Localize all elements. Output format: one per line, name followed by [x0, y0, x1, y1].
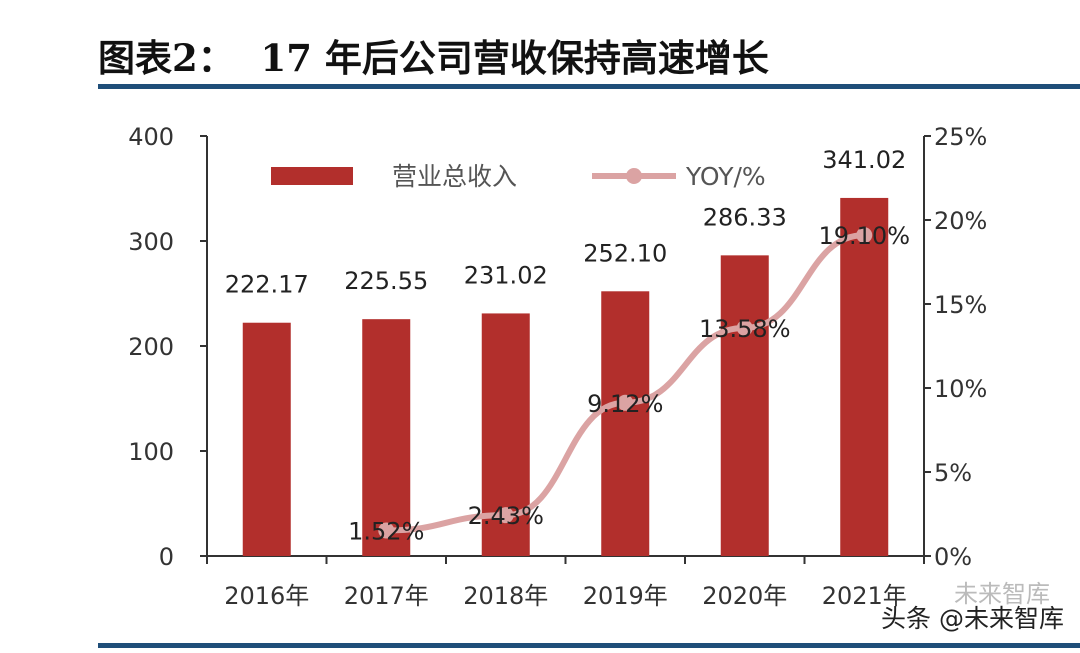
- bar-value-label: 222.17: [225, 271, 309, 299]
- legend-line-label: YOY/%: [685, 162, 766, 191]
- left-tick-label: 300: [128, 228, 174, 256]
- revenue-bar: [720, 255, 769, 556]
- left-tick-label: 400: [128, 123, 174, 151]
- x-tick-label: 2020年: [702, 582, 787, 610]
- yoy-value-label: 19.10%: [818, 222, 910, 250]
- revenue-bar: [362, 319, 411, 556]
- bar-value-label: 225.55: [344, 267, 428, 295]
- figure-title: 图表2： 17 年后公司营收保持高速增长: [98, 36, 769, 80]
- x-tick-label: 2021年: [822, 582, 907, 610]
- left-tick-label: 200: [128, 333, 174, 361]
- bar-series: [242, 197, 889, 556]
- watermark-brand: 未来智库: [954, 580, 1050, 608]
- right-tick-label: 0%: [934, 543, 972, 571]
- right-tick-label: 25%: [934, 123, 987, 151]
- yoy-value-label: 13.58%: [699, 315, 791, 343]
- bar-value-label: 341.02: [822, 146, 906, 174]
- bottom-rule: [98, 643, 1080, 648]
- yoy-value-label: 1.52%: [348, 517, 424, 545]
- watermark: 头条 @未来智库: [881, 604, 1064, 633]
- legend-bar-swatch: [271, 167, 353, 185]
- revenue-bar: [840, 197, 889, 556]
- yoy-marker: [497, 507, 514, 524]
- title-rule: [98, 84, 1080, 89]
- right-tick-label: 20%: [934, 207, 987, 235]
- data-labels: 222.17 225.55 231.02 252.10 286.33 341.02 1.52…: [225, 146, 910, 546]
- bar-value-label: 231.02: [464, 261, 548, 289]
- yoy-value-label: 9.12%: [587, 390, 663, 418]
- x-tick-label: 2019年: [583, 582, 668, 610]
- yoy-marker: [378, 522, 395, 539]
- right-tick-label: 10%: [934, 375, 987, 403]
- revenue-bar: [601, 291, 650, 556]
- yoy-marker: [736, 319, 753, 336]
- legend-bar-label: 营业总收入: [392, 162, 517, 191]
- revenue-bar: [242, 322, 291, 556]
- x-tick-label: 2017年: [344, 582, 429, 610]
- legend-line-marker: [626, 168, 642, 184]
- left-tick-label: 100: [128, 438, 174, 466]
- right-tick-label: 5%: [934, 459, 972, 487]
- bar-value-label: 252.10: [583, 239, 667, 267]
- yoy-value-label: 2.43%: [468, 502, 544, 530]
- right-tick-label: 15%: [934, 291, 987, 319]
- x-tick-label: 2016年: [224, 582, 309, 610]
- x-tick-label: 2018年: [463, 582, 548, 610]
- chart-axes: 0 100 200 300 400 0% 5% 10% 15% 20% 25% 2016年 2017年 2…: [128, 123, 987, 610]
- yoy-line-series: [378, 227, 873, 539]
- left-tick-label: 0: [159, 543, 174, 571]
- legend: 营业总收入 YOY/%: [271, 162, 766, 191]
- yoy-marker: [617, 394, 634, 411]
- yoy-marker: [856, 227, 873, 244]
- bar-value-label: 286.33: [703, 203, 787, 231]
